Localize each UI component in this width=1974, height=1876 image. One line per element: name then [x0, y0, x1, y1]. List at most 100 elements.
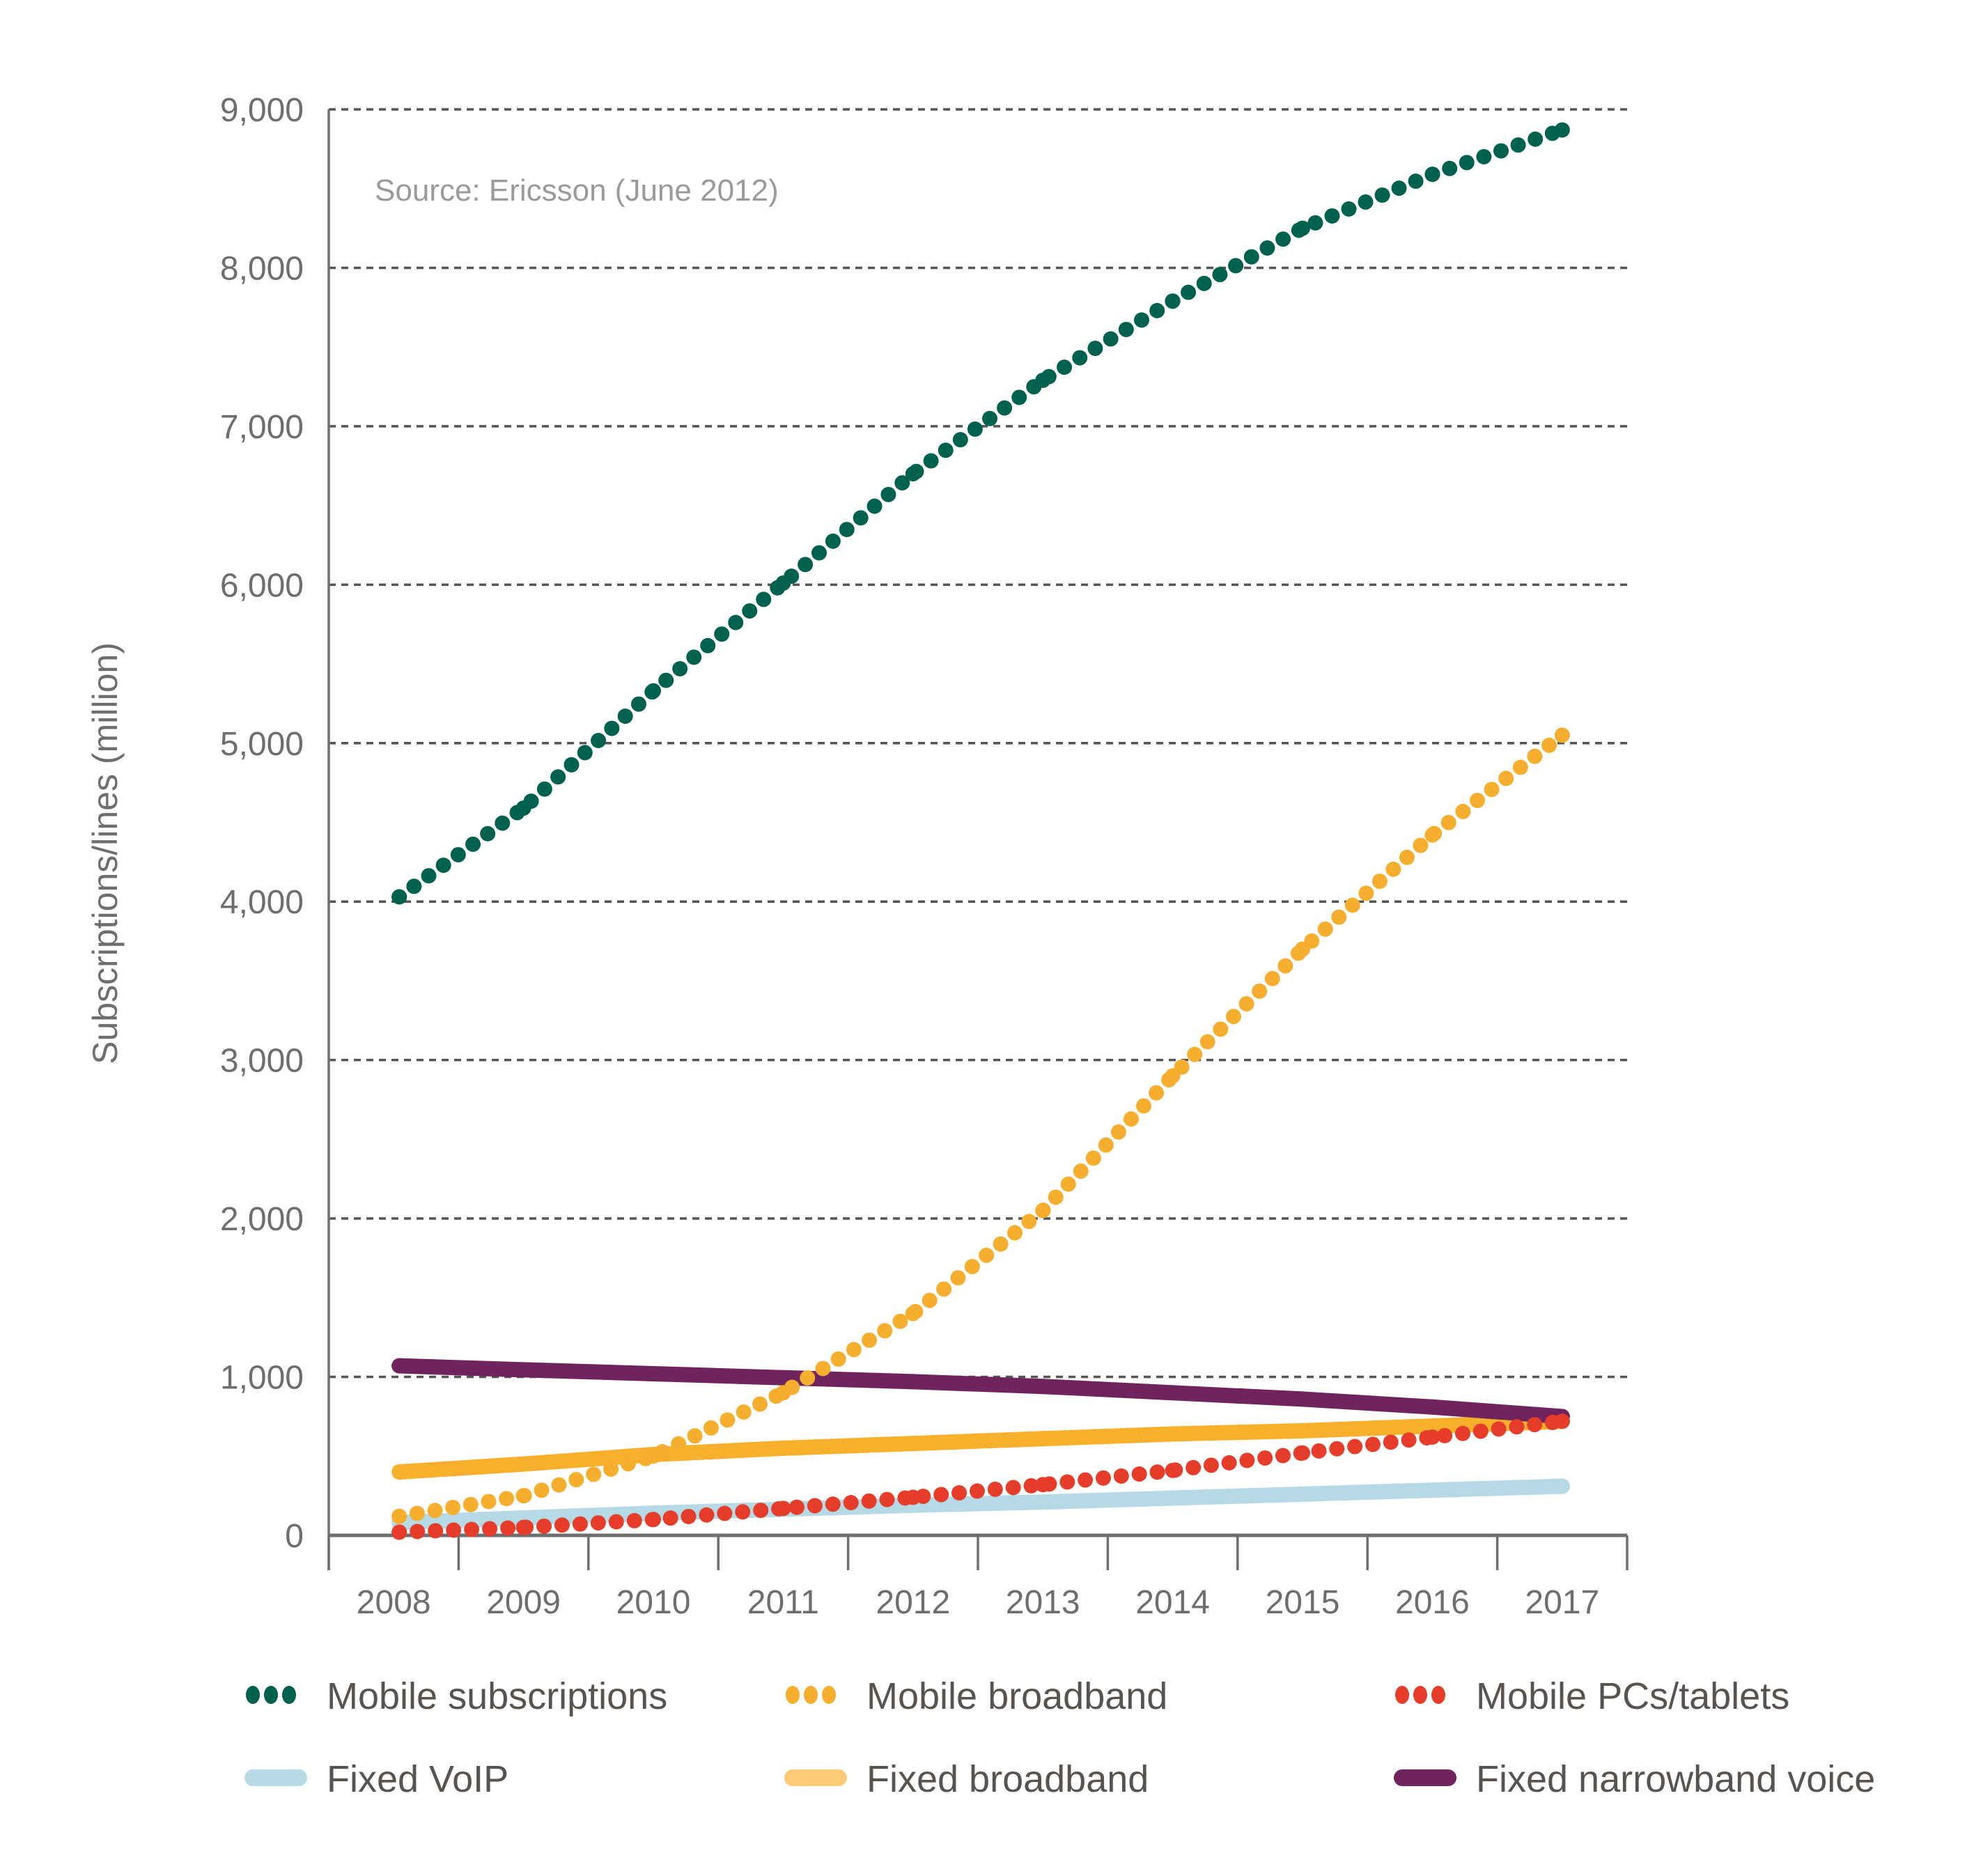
x-tick-label: 2011 — [747, 1584, 819, 1621]
legend-marker-dot — [282, 1686, 296, 1704]
legend-marker-dot — [264, 1686, 278, 1704]
legend-label: Mobile broadband — [866, 1675, 1167, 1717]
legend-marker-dot — [1395, 1686, 1409, 1704]
legend-label: Mobile PCs/tablets — [1476, 1675, 1789, 1717]
data-point — [1165, 1426, 1181, 1442]
series-fixed-broadband — [391, 1413, 1570, 1480]
axes — [327, 109, 1629, 1570]
series-group — [391, 122, 1570, 1540]
y-tick-label: 2,000 — [220, 1201, 304, 1238]
x-tick-label: 2016 — [1395, 1584, 1470, 1621]
data-point — [646, 683, 661, 699]
legend-label: Fixed narrowband voice — [1476, 1758, 1875, 1800]
data-point — [1554, 727, 1570, 743]
y-tick-label: 1,000 — [220, 1360, 304, 1397]
data-point — [905, 1436, 921, 1452]
data-point — [775, 1501, 791, 1517]
data-point — [1295, 220, 1310, 236]
data-point — [1035, 1202, 1051, 1218]
data-point — [1554, 1413, 1570, 1429]
x-tick-label: 2017 — [1525, 1584, 1599, 1621]
data-point — [1424, 166, 1440, 183]
data-point — [1554, 1478, 1570, 1494]
legend-label: Mobile subscriptions — [327, 1675, 667, 1717]
data-point — [775, 1440, 791, 1456]
data-point — [1165, 1490, 1181, 1506]
data-point — [1424, 827, 1440, 843]
y-tick-label: 7,000 — [220, 409, 304, 446]
data-point — [1424, 1399, 1440, 1415]
legend-marker-dot — [804, 1686, 818, 1704]
x-tick-label: 2013 — [1006, 1584, 1080, 1621]
y-tick-label: 6,000 — [220, 567, 304, 604]
data-point — [646, 1366, 661, 1382]
y-tick-label: 5,000 — [220, 726, 304, 763]
data-point — [1165, 1068, 1181, 1084]
data-point — [1165, 1462, 1181, 1478]
data-point — [1295, 941, 1310, 957]
source-annotation: Source: Ericsson (June 2012) — [375, 173, 779, 208]
series-line — [391, 727, 1570, 1524]
legend-item-mobile-broadband: Mobile broadband — [786, 1675, 1167, 1717]
series-line — [391, 1413, 1570, 1480]
data-point — [646, 1512, 661, 1528]
data-point — [515, 1362, 531, 1378]
series-fixed-narrowband-voice — [391, 1358, 1570, 1425]
legend-marker-dot — [246, 1686, 260, 1704]
data-point — [1035, 1379, 1051, 1395]
data-point — [1035, 372, 1051, 388]
legend-label: Fixed VoIP — [327, 1758, 508, 1800]
data-point — [1295, 1486, 1310, 1502]
y-tick-label: 4,000 — [220, 884, 304, 921]
series-line — [391, 1358, 1570, 1425]
x-tick-label: 2010 — [616, 1584, 691, 1621]
data-point — [905, 466, 921, 482]
series-mobile-pcs-tablets — [391, 1413, 1570, 1540]
x-tick-labels: 2008 2009 2010 2011 2012 2013 2014 2015 2016 2017 — [357, 1584, 1599, 1621]
series-line — [391, 1478, 1570, 1530]
data-point — [391, 1358, 407, 1374]
data-point — [646, 1448, 661, 1464]
data-point — [1295, 1391, 1310, 1407]
data-point — [905, 1489, 921, 1505]
data-point — [775, 1385, 791, 1401]
data-point — [515, 800, 531, 816]
data-point — [1295, 1445, 1310, 1461]
y-tick-label: 8,000 — [220, 250, 304, 287]
data-point — [1424, 1482, 1440, 1498]
x-tick-label: 2014 — [1135, 1584, 1210, 1621]
y-axis-label: Subscriptions/lines (million) — [86, 642, 125, 1064]
series-line — [391, 1413, 1570, 1540]
data-point — [391, 889, 407, 905]
data-point — [775, 575, 791, 591]
data-point — [905, 1305, 921, 1321]
data-point — [1165, 1385, 1181, 1401]
data-point — [515, 1456, 531, 1472]
data-point — [1165, 293, 1181, 309]
y-tick-labels: 0 1,000 2,000 3,000 4,000 5,000 6,000 7,000 8,00… — [220, 92, 304, 1555]
data-point — [1035, 1431, 1051, 1447]
data-point — [391, 1524, 407, 1540]
x-tick-label: 2012 — [876, 1584, 950, 1621]
legend-item-mobile-pcs-tablets: Mobile PCs/tablets — [1395, 1675, 1789, 1717]
legend-item-fixed-broadband: Fixed broadband — [784, 1758, 1149, 1800]
legend-marker-dot — [786, 1686, 800, 1704]
data-point — [391, 1464, 407, 1480]
legend-marker-dot — [1413, 1686, 1427, 1704]
series-mobile-subscriptions — [391, 122, 1570, 905]
gridlines — [329, 108, 1627, 1379]
legend: Mobile subscriptions Mobile broadband Mobi… — [244, 1675, 1875, 1800]
data-point — [905, 1374, 921, 1390]
data-point — [515, 1488, 531, 1504]
series-line — [391, 122, 1570, 905]
legend-marker-dot — [1431, 1686, 1445, 1704]
data-point — [1035, 1494, 1051, 1510]
data-point — [1424, 1429, 1440, 1445]
legend-item-fixed-narrowband-voice: Fixed narrowband voice — [1394, 1758, 1875, 1800]
data-point — [1424, 1418, 1440, 1434]
data-point — [1295, 1422, 1310, 1439]
x-tick-label: 2015 — [1266, 1584, 1340, 1621]
y-tick-label: 9,000 — [220, 92, 304, 129]
data-point — [1554, 122, 1570, 138]
